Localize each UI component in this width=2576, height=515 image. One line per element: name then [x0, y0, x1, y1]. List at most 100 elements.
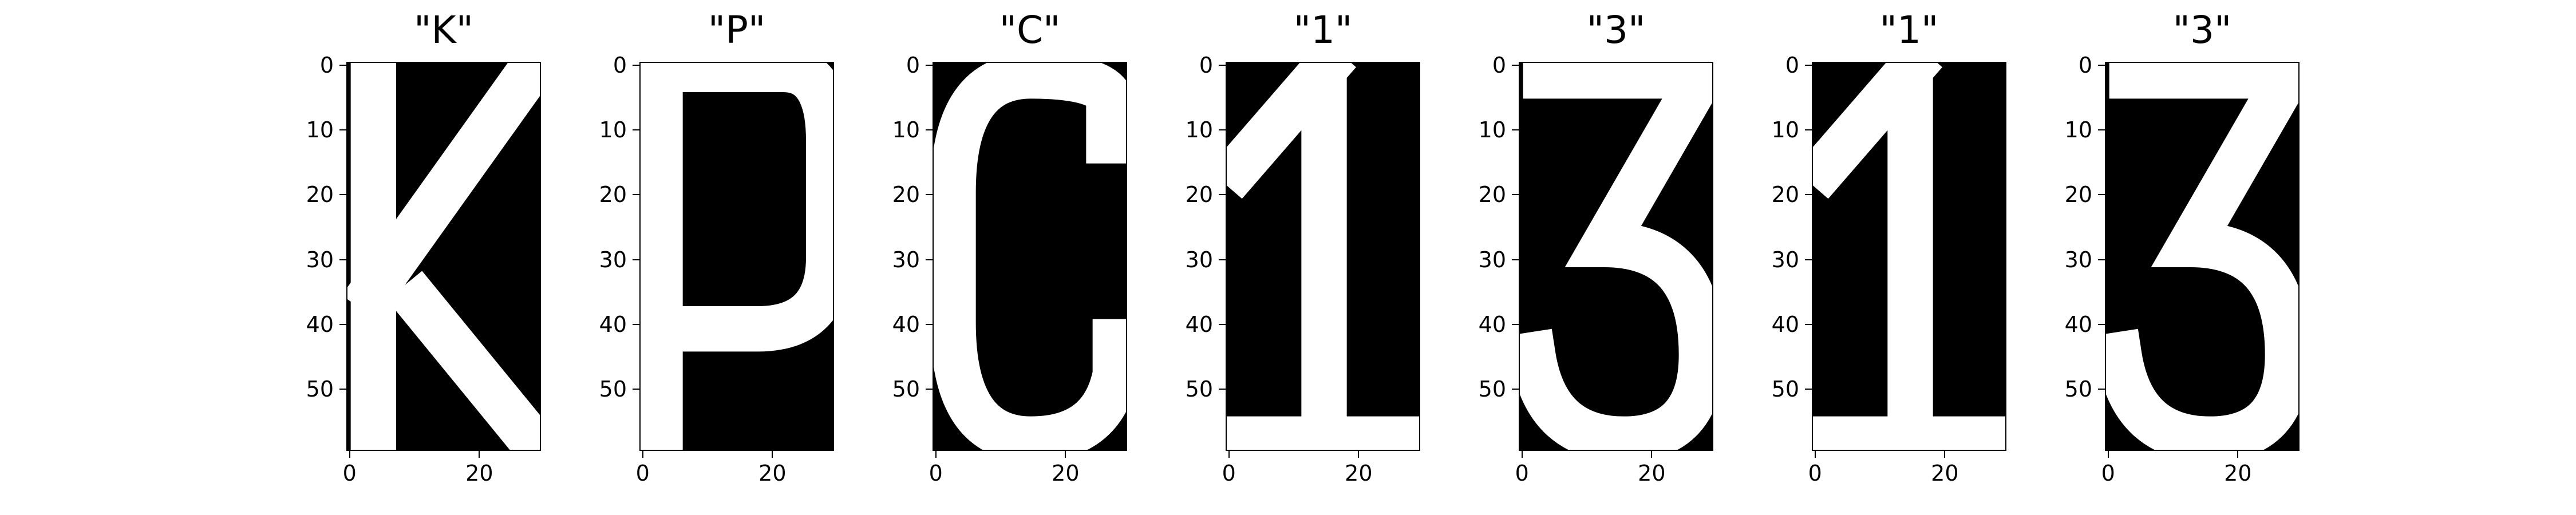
x-tick-label: 20 [465, 461, 493, 486]
y-tick-mark [926, 259, 933, 260]
y-tick-mark [1512, 129, 1519, 130]
y-tick-mark [1219, 64, 1226, 66]
y-tick-label: 40 [892, 312, 920, 337]
y-tick-mark [633, 194, 639, 196]
y-tick-mark [1512, 64, 1519, 66]
glyph-image [347, 63, 540, 450]
y-tick-mark [633, 259, 639, 260]
y-tick-label: 0 [319, 52, 334, 78]
y-tick-label: 10 [892, 117, 920, 142]
x-tick-mark [1228, 451, 1230, 458]
x-tick-mark [1521, 451, 1523, 458]
y-tick-mark [2098, 389, 2105, 390]
y-tick-label: 10 [1771, 117, 1799, 142]
y-tick-mark [339, 129, 346, 130]
x-tick-label: 0 [929, 461, 943, 486]
x-tick-mark [2107, 451, 2109, 458]
y-tick-mark [1805, 194, 1812, 196]
x-tick-mark [1065, 451, 1066, 458]
image-axes [933, 62, 1127, 451]
glyph-image [1520, 63, 1712, 450]
y-tick-mark [926, 194, 933, 196]
y-tick-label: 30 [892, 247, 920, 272]
x-tick-label: 20 [1931, 461, 1959, 486]
y-tick-mark [1219, 129, 1226, 130]
y-tick-label: 0 [1785, 52, 1799, 78]
image-axes [1812, 62, 2006, 451]
y-tick-mark [926, 129, 933, 130]
glyph-image [934, 63, 1126, 450]
y-tick-label: 30 [599, 247, 627, 272]
glyph-stroke [1227, 63, 1356, 199]
y-tick-label: 30 [1185, 247, 1213, 272]
y-tick-label: 40 [306, 312, 334, 337]
x-tick-label: 0 [1808, 461, 1822, 486]
y-tick-label: 20 [306, 182, 334, 208]
y-tick-mark [339, 194, 346, 196]
x-tick-mark [1358, 451, 1360, 458]
glyph-stroke [1813, 63, 1942, 199]
y-tick-mark [926, 324, 933, 325]
y-tick-label: 20 [892, 182, 920, 208]
y-tick-label: 10 [2064, 117, 2092, 142]
panel-title: "C" [999, 8, 1061, 52]
y-tick-mark [1219, 194, 1226, 196]
y-tick-label: 40 [1771, 312, 1799, 337]
y-tick-mark [1512, 194, 1519, 196]
x-tick-mark [642, 451, 643, 458]
y-tick-label: 30 [2064, 247, 2092, 272]
x-tick-label: 20 [1638, 461, 1666, 486]
panel-title: "P" [708, 8, 766, 52]
y-tick-label: 50 [1185, 377, 1213, 402]
x-tick-mark [935, 451, 937, 458]
y-tick-label: 10 [599, 117, 627, 142]
y-tick-mark [339, 259, 346, 260]
glyph-stroke [641, 63, 833, 352]
image-axes [639, 62, 834, 451]
y-tick-label: 20 [1185, 182, 1213, 208]
y-tick-mark [1512, 389, 1519, 390]
y-tick-mark [1805, 129, 1812, 130]
y-tick-mark [339, 389, 346, 390]
x-tick-label: 20 [1052, 461, 1080, 486]
x-tick-mark [1651, 451, 1653, 458]
y-tick-label: 0 [2078, 52, 2092, 78]
y-tick-mark [1805, 259, 1812, 260]
y-tick-label: 40 [599, 312, 627, 337]
x-tick-mark [1944, 451, 1946, 458]
glyph-image [2106, 63, 2298, 450]
y-tick-label: 50 [2064, 377, 2092, 402]
y-tick-mark [339, 64, 346, 66]
y-tick-mark [1805, 389, 1812, 390]
y-tick-label: 50 [892, 377, 920, 402]
y-tick-label: 30 [306, 247, 334, 272]
y-tick-mark [2098, 259, 2105, 260]
x-tick-label: 0 [1515, 461, 1529, 486]
image-axes [346, 62, 541, 451]
glyph-stroke [2106, 63, 2298, 450]
y-tick-label: 40 [1185, 312, 1213, 337]
y-tick-mark [1219, 259, 1226, 260]
y-tick-label: 50 [1771, 377, 1799, 402]
x-tick-label: 0 [1222, 461, 1236, 486]
y-tick-mark [1805, 324, 1812, 325]
y-tick-mark [2098, 64, 2105, 66]
x-tick-mark [2237, 451, 2239, 458]
y-tick-label: 50 [306, 377, 334, 402]
y-tick-label: 0 [1492, 52, 1506, 78]
image-axes [1519, 62, 1713, 451]
glyph-stroke [934, 63, 1126, 450]
y-tick-mark [1805, 64, 1812, 66]
x-tick-label: 0 [635, 461, 650, 486]
y-tick-mark [2098, 194, 2105, 196]
y-tick-mark [633, 64, 639, 66]
y-tick-label: 20 [2064, 182, 2092, 208]
glyph-image [641, 63, 833, 450]
glyph-stroke [386, 271, 540, 450]
panel-title: "3" [2172, 8, 2232, 52]
glyph-image [1227, 63, 1419, 450]
panel-title: "1" [1293, 8, 1353, 52]
glyph-stroke [1520, 63, 1712, 450]
glyph-stroke [347, 63, 540, 322]
